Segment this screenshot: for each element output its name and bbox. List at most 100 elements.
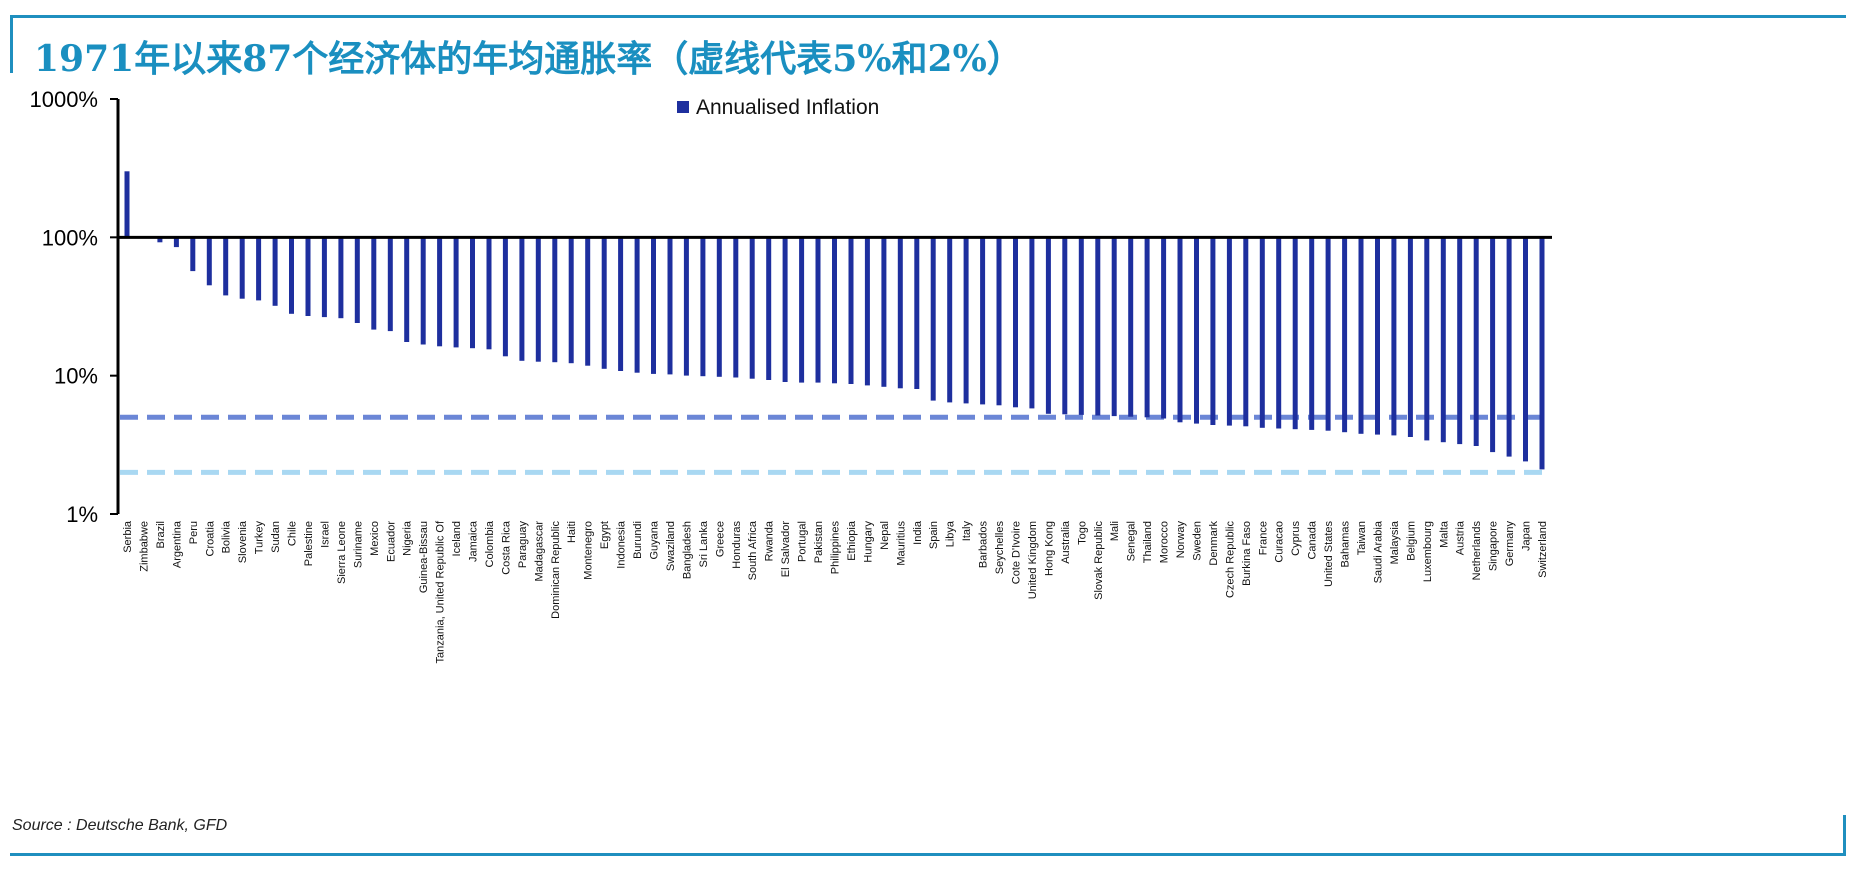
bar-cyprus <box>1292 237 1298 430</box>
x-category-label: Nepal <box>879 521 891 550</box>
bar-philippines <box>832 237 837 384</box>
bar-burundi <box>634 237 640 373</box>
x-category-label: Saudi Arabia <box>1373 520 1385 583</box>
bar-seychelles <box>996 237 1002 406</box>
bar-burkina-faso <box>1243 237 1249 427</box>
x-category-label: Guinea-Bissau <box>418 521 430 593</box>
bar-greece <box>716 237 722 377</box>
bar-senegal <box>1128 237 1134 417</box>
x-category-label: Portugal <box>797 521 809 562</box>
bars-group <box>124 171 1545 470</box>
x-category-label: Slovenia <box>237 520 249 563</box>
x-category-label: Togo <box>1076 521 1088 545</box>
bar-germany <box>1506 237 1512 457</box>
bar-united-states <box>1325 237 1331 431</box>
bar-saudi-arabia <box>1375 237 1380 435</box>
bar-malta <box>1440 237 1446 443</box>
x-category-label: Burundi <box>632 521 644 559</box>
bar-united-kingdom <box>1029 237 1035 409</box>
bar-australia <box>1062 237 1068 415</box>
bar-guinea-bissau <box>420 237 426 345</box>
bar-taiwan <box>1358 237 1364 434</box>
bar-serbia <box>124 171 130 238</box>
bar-madagascar <box>535 237 541 362</box>
bar-pakistan <box>815 237 821 383</box>
bar-hong-kong <box>1045 237 1051 414</box>
bar-nigeria <box>404 237 410 342</box>
x-category-label: Libya <box>945 520 957 547</box>
bar-paraguay <box>519 237 525 361</box>
x-category-label: Greece <box>714 521 726 557</box>
x-category-label: Jamaica <box>468 520 480 562</box>
bar-swaziland <box>667 237 673 375</box>
x-category-label: Indonesia <box>616 520 628 569</box>
x-category-label: Mali <box>1109 521 1121 541</box>
bar-argentina <box>173 237 179 248</box>
bar-south-africa <box>749 237 755 379</box>
bar-mauritius <box>897 237 903 389</box>
y-tick-label: 1% <box>66 502 98 527</box>
y-tick-label: 1000% <box>29 87 98 112</box>
bar-slovenia <box>239 237 245 299</box>
chart-title: 1971年以来87个经济体的年均通胀率（虚线代表5%和2%） <box>34 38 1023 80</box>
x-category-label: Cote D'Ivoire <box>1011 521 1023 584</box>
bar-japan <box>1523 237 1528 462</box>
x-category-label: Czech Republic <box>1224 521 1236 599</box>
bar-sweden <box>1194 237 1199 424</box>
bar-belgium <box>1407 237 1413 437</box>
x-category-label: Tanzania, United Republic Of <box>435 520 447 663</box>
x-category-label: Israel <box>319 521 331 548</box>
bar-brazil <box>157 237 163 243</box>
bar-bahamas <box>1342 237 1348 433</box>
x-category-label: Bahamas <box>1340 521 1352 568</box>
x-axis-labels: Serbia Zimbabwe Brazil Argentina Peru Croatia… <box>122 520 1549 663</box>
bar-rwanda <box>766 237 772 380</box>
x-category-label: Barbados <box>978 521 990 569</box>
x-category-label: Pakistan <box>813 521 825 563</box>
x-category-label: Paraguay <box>517 521 529 569</box>
x-category-label: Belgium <box>1405 521 1417 561</box>
x-category-label: Curacao <box>1274 521 1286 563</box>
bar-sri-lanka <box>700 237 706 377</box>
x-category-label: France <box>1257 521 1269 555</box>
x-category-label: Netherlands <box>1471 521 1483 581</box>
x-category-label: Swaziland <box>665 521 677 571</box>
bar-morocco <box>1161 237 1167 419</box>
x-category-label: Dominican Republic <box>550 521 562 619</box>
bar-mali <box>1111 237 1117 417</box>
x-category-label: South Africa <box>747 520 759 580</box>
x-category-label: Sweden <box>1192 521 1204 561</box>
bar-bolivia <box>223 237 229 296</box>
x-category-label: Iceland <box>451 521 463 556</box>
x-category-label: Sudan <box>270 521 282 553</box>
bar-tanzania-united-republic-of <box>437 237 443 347</box>
bar-canada <box>1309 237 1315 430</box>
bar-israel <box>321 237 327 318</box>
bar-jamaica <box>470 237 475 349</box>
bar-norway <box>1177 237 1183 423</box>
x-category-label: Norway <box>1175 521 1187 559</box>
x-category-label: Sierra Leone <box>336 521 348 584</box>
x-category-label: Mauritius <box>895 521 907 566</box>
x-category-label: Slovak Republic <box>1093 521 1105 600</box>
x-category-label: Denmark <box>1208 521 1220 566</box>
x-category-label: Philippines <box>830 521 842 575</box>
x-category-label: Chile <box>287 521 299 546</box>
x-category-label: Mexico <box>369 521 381 556</box>
x-category-label: Guyana <box>649 520 661 559</box>
x-category-label: Switzerland <box>1537 521 1549 578</box>
bar-denmark <box>1210 237 1216 425</box>
x-category-label: Rwanda <box>764 520 776 561</box>
bar-indonesia <box>618 237 624 371</box>
bar-honduras <box>733 237 739 378</box>
bar-costa-rica <box>502 237 508 357</box>
x-category-label: Spain <box>928 521 940 549</box>
y-tick-label: 100% <box>42 225 98 250</box>
x-category-label: Senegal <box>1126 521 1138 561</box>
x-category-label: Malaysia <box>1389 520 1401 564</box>
bar-austria <box>1457 237 1463 445</box>
bar-peru <box>190 237 196 272</box>
x-category-label: Turkey <box>254 521 266 555</box>
bar-portugal <box>799 237 805 383</box>
bar-haiti <box>568 237 574 364</box>
